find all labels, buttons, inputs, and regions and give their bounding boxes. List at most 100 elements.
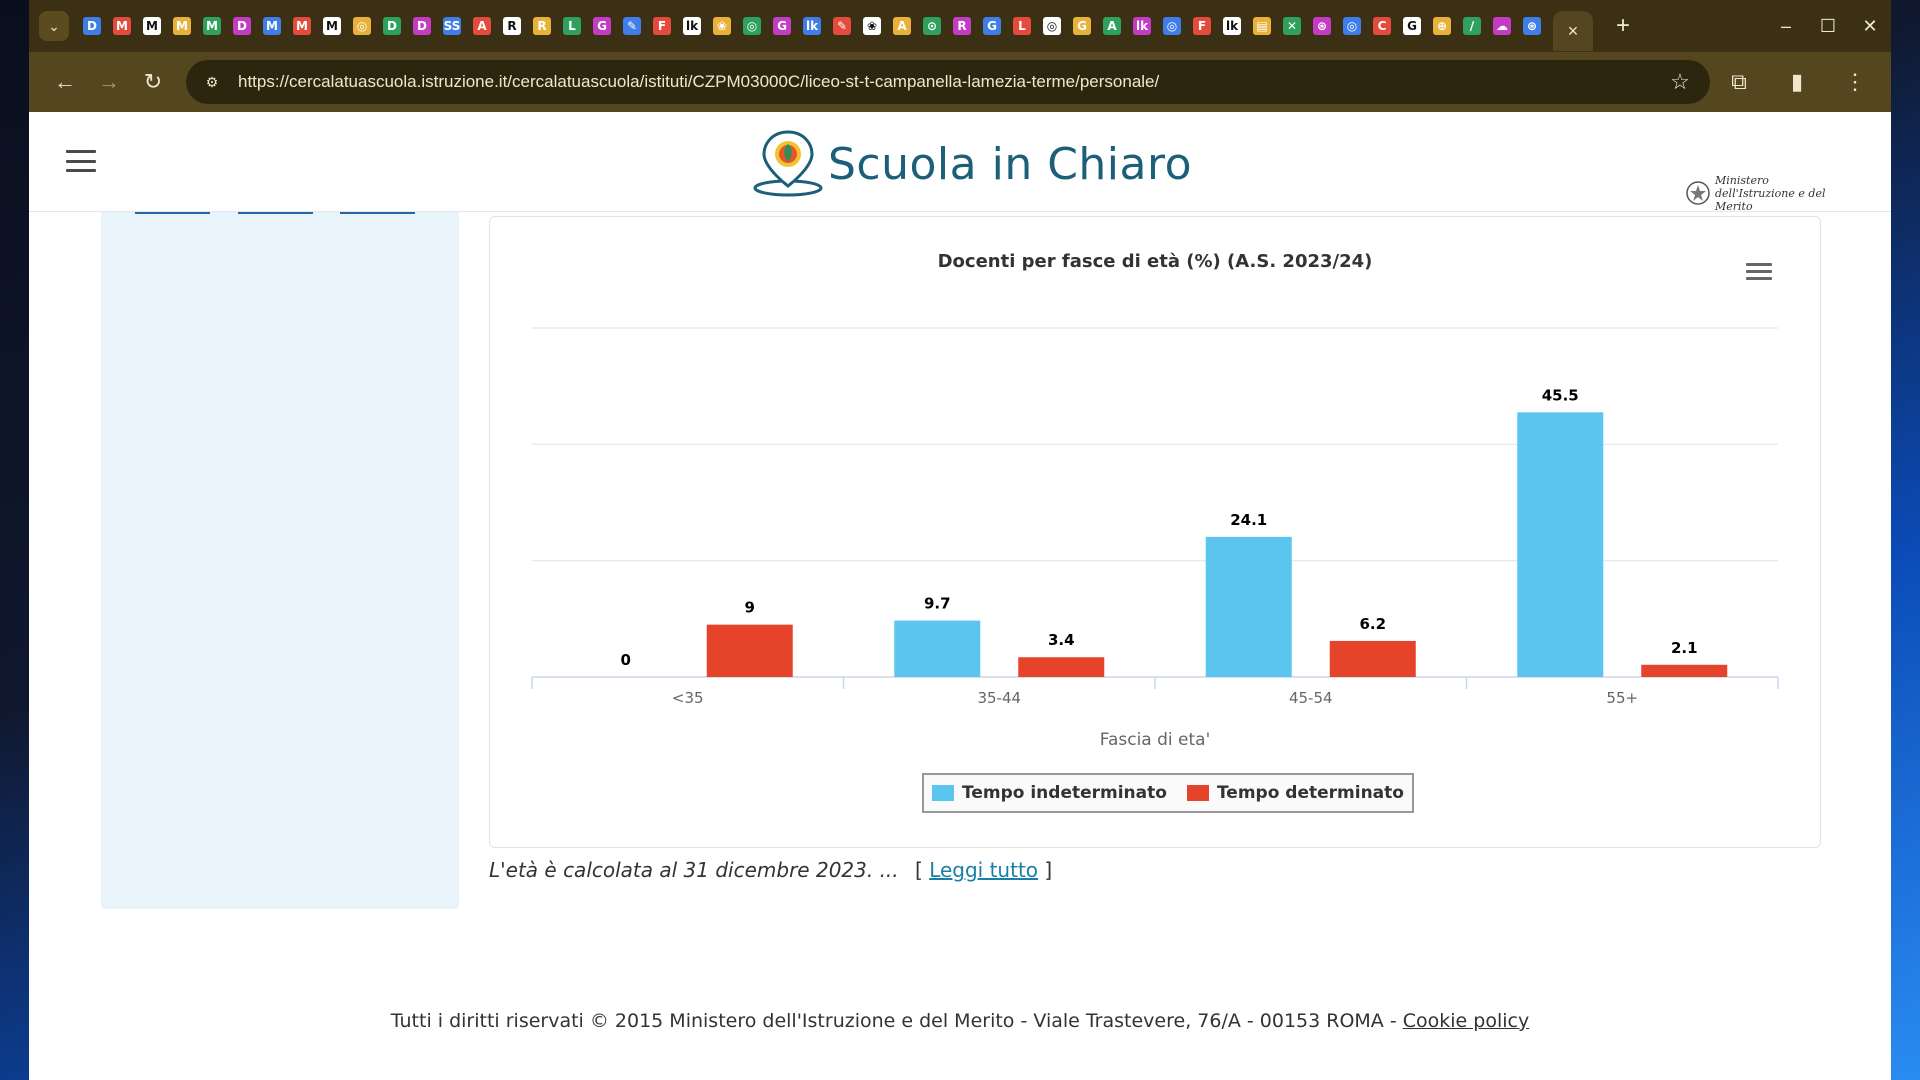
menu-dots-icon[interactable]: ⋮ — [1844, 69, 1866, 94]
tab-favicon-glyph: lk — [683, 17, 701, 35]
tab-favicon-icon[interactable]: F — [1187, 11, 1217, 41]
tab-favicon-glyph: M — [113, 17, 131, 35]
tab-favicon-icon[interactable]: lk — [677, 11, 707, 41]
tab-favicon-icon[interactable]: G — [977, 11, 1007, 41]
site-info-icon[interactable]: ⚙ — [205, 73, 219, 90]
bar-determinato — [1018, 657, 1105, 677]
legend-swatch — [1186, 785, 1209, 801]
tab-favicon-icon[interactable]: ⊙ — [917, 11, 947, 41]
tab-favicon-glyph: D — [83, 17, 101, 35]
tab-favicon-icon[interactable]: ☁ — [1487, 11, 1517, 41]
tab-favicon-glyph: ⊛ — [1313, 17, 1331, 35]
legend-item-indeterminato[interactable]: Tempo indeterminato — [932, 783, 1167, 803]
tab-favicon-icon[interactable]: F — [647, 11, 677, 41]
tab-favicon-glyph: G — [983, 17, 1001, 35]
ministero-text: Ministero dell'Istruzione e del Merito — [1715, 174, 1826, 213]
cookie-policy-link[interactable]: Cookie policy — [1402, 1010, 1530, 1032]
tab-favicon-glyph: ⊕ — [1433, 17, 1451, 35]
tab-favicon-icon[interactable]: ⊕ — [1427, 11, 1457, 41]
tab-favicon-icon[interactable]: lk — [797, 11, 827, 41]
address-bar[interactable]: ⚙ https://cercalatuascuola.istruzione.it… — [186, 60, 1710, 104]
tab-favicon-icon[interactable]: A — [887, 11, 917, 41]
tab-favicon-icon[interactable]: ❀ — [707, 11, 737, 41]
forward-icon[interactable]: → — [98, 69, 120, 94]
tab-favicon-icon[interactable]: M — [287, 11, 317, 41]
page-footer: Tutti i diritti riservati © 2015 Ministe… — [29, 1010, 1891, 1032]
tab-favicon-icon[interactable]: ◎ — [1037, 11, 1067, 41]
tab-favicon-icon[interactable]: lk — [1217, 11, 1247, 41]
tab-favicon-icon[interactable]: ✎ — [827, 11, 857, 41]
tab-favicon-glyph: ◎ — [353, 17, 371, 35]
tab-favicon-icon[interactable]: ◎ — [1337, 11, 1367, 41]
tab-favicon-icon[interactable]: ∕ — [1457, 11, 1487, 41]
footer-text: Tutti i diritti riservati © 2015 Ministe… — [390, 1010, 1403, 1032]
tab-favicon-icon[interactable]: A — [1097, 11, 1127, 41]
tab-favicon-icon[interactable]: ◎ — [347, 11, 377, 41]
tab-favicon-glyph: lk — [1133, 17, 1151, 35]
tab-favicon-icon[interactable]: G — [587, 11, 617, 41]
minimize-icon[interactable]: – — [1780, 15, 1791, 36]
tab-favicon-icon[interactable]: M — [107, 11, 137, 41]
tab-favicon-icon[interactable]: ❀ — [857, 11, 887, 41]
tab-search-icon[interactable]: ⌄ — [39, 11, 69, 41]
tab-favicon-icon[interactable]: SS — [437, 11, 467, 41]
tab-favicon-icon[interactable]: lk — [1127, 11, 1157, 41]
tab-favicon-icon[interactable]: M — [167, 11, 197, 41]
tab-favicon-icon[interactable]: D — [227, 11, 257, 41]
new-tab-button[interactable]: + — [1615, 12, 1630, 39]
site-logo[interactable]: Scuola in Chiaro — [752, 130, 1192, 198]
leggi-tutto-link[interactable]: Leggi tutto — [929, 858, 1039, 882]
tab-favicon-icon[interactable]: ⊛ — [1307, 11, 1337, 41]
legend-label: Tempo indeterminato — [962, 783, 1167, 803]
tab-favicon-icon[interactable]: R — [497, 11, 527, 41]
active-tab-close-icon[interactable]: × — [1553, 11, 1593, 51]
data-label: 6.2 — [1359, 615, 1386, 633]
maximize-icon[interactable]: ☐ — [1819, 15, 1837, 36]
data-label: 2.1 — [1671, 639, 1698, 657]
tab-favicon-glyph: F — [653, 17, 671, 35]
tab-favicon-icon[interactable]: M — [317, 11, 347, 41]
tab-favicon-icon[interactable]: ✎ — [617, 11, 647, 41]
tab-favicon-icon[interactable]: A — [467, 11, 497, 41]
tab-favicon-glyph: ◎ — [743, 17, 761, 35]
tab-favicon-icon[interactable]: R — [527, 11, 557, 41]
side-panel-icon[interactable]: ▮ — [1790, 69, 1804, 94]
tab-favicon-glyph: D — [383, 17, 401, 35]
tab-favicon-icon[interactable]: M — [257, 11, 287, 41]
tab-favicon-icon[interactable]: D — [407, 11, 437, 41]
tab-favicon-icon[interactable]: ⊛ — [1517, 11, 1547, 41]
sidebar-tab-underline — [238, 212, 313, 214]
tab-favicon-glyph: M — [173, 17, 191, 35]
tab-favicon-icon[interactable]: G — [1397, 11, 1427, 41]
tab-favicon-icon[interactable]: D — [77, 11, 107, 41]
tab-favicon-icon[interactable]: C — [1367, 11, 1397, 41]
tab-favicon-icon[interactable]: ◎ — [737, 11, 767, 41]
sidebar-panel — [101, 212, 459, 909]
tab-favicon-icon[interactable]: M — [197, 11, 227, 41]
hamburger-menu-icon[interactable] — [66, 150, 96, 172]
tab-favicon-icon[interactable]: D — [377, 11, 407, 41]
legend-item-determinato[interactable]: Tempo determinato — [1186, 783, 1404, 803]
tab-favicon-icon[interactable]: ▤ — [1247, 11, 1277, 41]
window-controls: – ☐ ✕ — [1765, 0, 1891, 52]
close-window-icon[interactable]: ✕ — [1862, 15, 1878, 36]
chart-context-menu-icon[interactable] — [1746, 263, 1772, 283]
tab-favicon-icon[interactable]: L — [1007, 11, 1037, 41]
tab-favicon-glyph: ⊙ — [923, 17, 941, 35]
tab-favicon-icon[interactable]: R — [947, 11, 977, 41]
extensions-icon[interactable]: ⧉ — [1731, 69, 1747, 94]
url-text[interactable]: https://cercalatuascuola.istruzione.it/c… — [238, 72, 1160, 91]
tab-favicon-icon[interactable]: L — [557, 11, 587, 41]
tab-favicon-icon[interactable]: ◎ — [1157, 11, 1187, 41]
toolbar-right: ⧉ ▮ ⋮ — [1717, 60, 1877, 104]
tab-favicon-icon[interactable]: G — [1067, 11, 1097, 41]
site-header: Scuola in Chiaro Ministero dell'Istruzio… — [29, 112, 1891, 213]
x-tick-label: <35 — [672, 689, 704, 707]
reload-icon[interactable]: ↻ — [143, 69, 163, 94]
tab-favicon-glyph: SS — [443, 17, 461, 35]
tab-favicon-icon[interactable]: G — [767, 11, 797, 41]
tab-favicon-icon[interactable]: M — [137, 11, 167, 41]
back-icon[interactable]: ← — [54, 69, 76, 94]
tab-favicon-icon[interactable]: ✕ — [1277, 11, 1307, 41]
bookmark-star-icon[interactable]: ☆ — [1670, 69, 1690, 94]
